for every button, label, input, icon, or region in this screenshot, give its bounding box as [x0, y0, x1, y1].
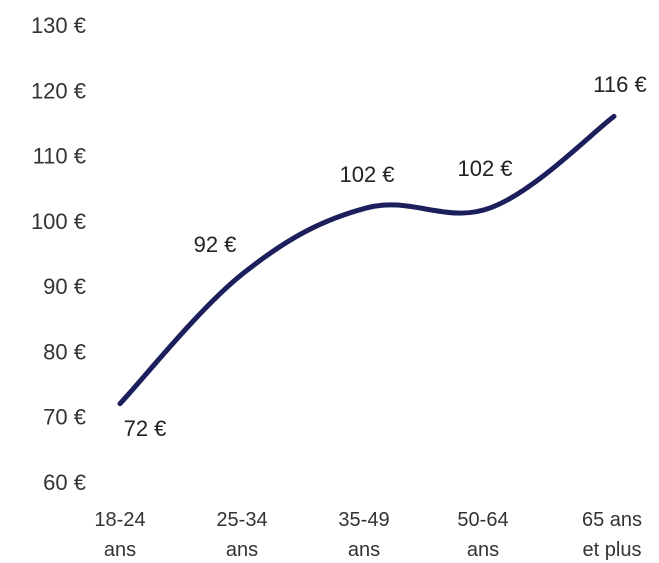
x-tick-label: 18-24 ans: [94, 509, 145, 561]
data-label: 72 €: [124, 416, 167, 441]
y-tick-label: 90 €: [43, 274, 86, 299]
data-label: 92 €: [194, 232, 237, 257]
y-tick-label: 80 €: [43, 339, 86, 364]
x-axis: 18-24 ans 25-34 ans 35-49 ans 50-64 ans 65 ans et…: [94, 509, 642, 561]
series-line-group: [117, 113, 617, 407]
x-tick-label-line: ans: [348, 539, 380, 561]
data-label: 102 €: [457, 156, 512, 181]
x-tick-label: 65 ans et plus: [582, 509, 642, 561]
y-tick-label: 120 €: [31, 78, 86, 103]
data-label: 102 €: [339, 162, 394, 187]
x-tick-label: 50-64 ans: [457, 509, 508, 561]
y-tick-label: 60 €: [43, 470, 86, 495]
data-label: 116 €: [593, 72, 646, 97]
y-tick-label: 70 €: [43, 405, 86, 430]
y-tick-label: 130 €: [31, 13, 86, 38]
y-tick-label: 100 €: [31, 209, 86, 234]
x-tick-label-line: 35-49: [338, 509, 389, 531]
data-labels: 72 € 92 € 102 € 102 € 116 €: [124, 72, 647, 441]
y-tick-label: 110 €: [33, 144, 86, 169]
x-tick-label-line: 50-64: [457, 509, 508, 531]
x-tick-label-line: ans: [104, 539, 136, 561]
x-tick-label-line: et plus: [583, 539, 642, 561]
x-tick-label-line: 25-34: [216, 509, 267, 531]
series-line: [117, 113, 617, 407]
y-axis: 60 € 70 € 80 € 90 € 100 € 110 € 120 € 130 €: [31, 13, 86, 495]
x-tick-label: 25-34 ans: [216, 509, 267, 561]
x-tick-label-line: 65 ans: [582, 509, 642, 531]
x-tick-label: 35-49 ans: [338, 509, 389, 561]
x-tick-label-line: ans: [467, 539, 499, 561]
x-tick-label-line: 18-24: [94, 509, 145, 531]
x-tick-label-line: ans: [226, 539, 258, 561]
